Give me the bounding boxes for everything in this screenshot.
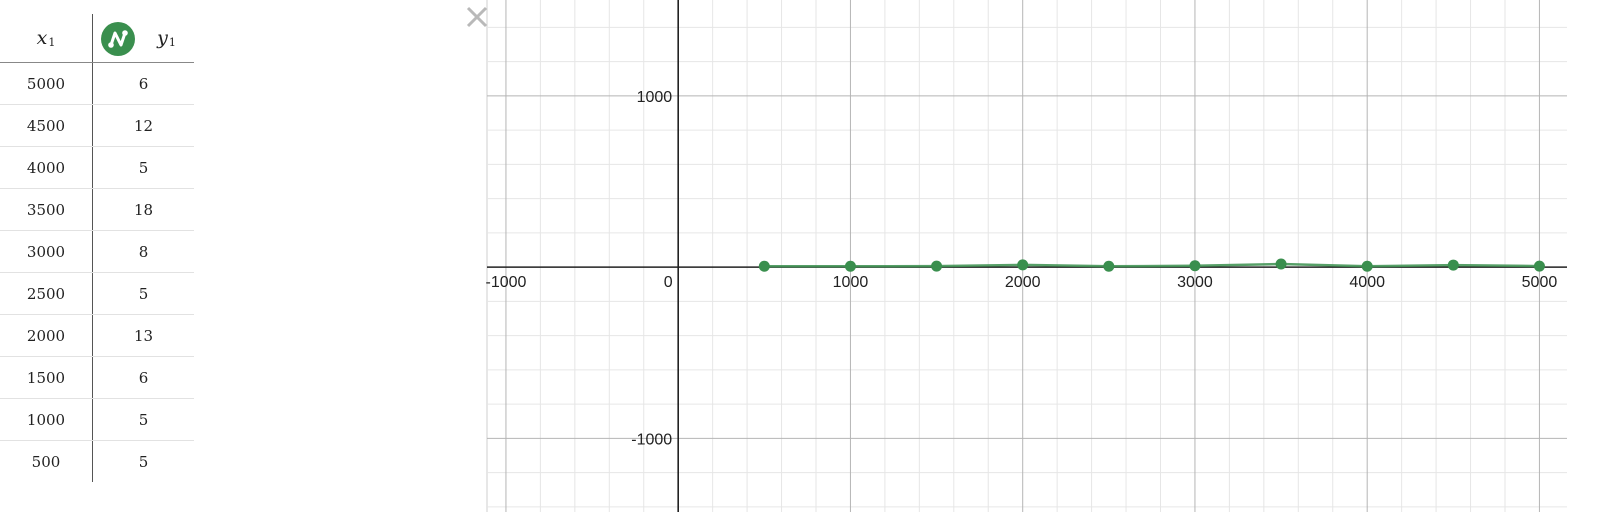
y-cell[interactable]: 5 bbox=[92, 441, 194, 482]
data-point bbox=[1362, 261, 1373, 272]
table-row: 4500 12 bbox=[0, 105, 194, 147]
table-row: 4000 5 bbox=[0, 147, 194, 189]
table-row: 1000 5 bbox=[0, 399, 194, 441]
y-cell[interactable]: 6 bbox=[92, 357, 194, 398]
data-point bbox=[759, 261, 770, 272]
close-button[interactable] bbox=[463, 3, 491, 31]
series-line bbox=[764, 264, 1539, 266]
x-cell[interactable]: 1000 bbox=[0, 399, 92, 440]
x-tick-label: 1000 bbox=[833, 274, 869, 291]
table-row: 3000 8 bbox=[0, 231, 194, 273]
table-row: 3500 18 bbox=[0, 189, 194, 231]
table-row: 1500 6 bbox=[0, 357, 194, 399]
y-cell[interactable]: 18 bbox=[92, 189, 194, 230]
x-tick-label: 3000 bbox=[1177, 274, 1213, 291]
table-row: 2000 13 bbox=[0, 315, 194, 357]
data-point bbox=[1189, 260, 1200, 271]
y-cell[interactable]: 5 bbox=[92, 147, 194, 188]
y-cell[interactable]: 13 bbox=[92, 315, 194, 356]
x-cell[interactable]: 2000 bbox=[0, 315, 92, 356]
data-point bbox=[1448, 260, 1459, 271]
x-cell[interactable]: 3000 bbox=[0, 231, 92, 272]
table-row: 2500 5 bbox=[0, 273, 194, 315]
data-point bbox=[931, 261, 942, 272]
x-tick-label: 0 bbox=[664, 274, 673, 291]
y-tick-label: 1000 bbox=[637, 89, 673, 106]
x-tick-label: 5000 bbox=[1522, 274, 1558, 291]
data-point bbox=[845, 261, 856, 272]
series-style-button[interactable] bbox=[101, 22, 135, 56]
x-tick-label: 4000 bbox=[1349, 274, 1385, 291]
x-tick-label: -1000 bbox=[485, 274, 526, 291]
scatter-lines-icon bbox=[101, 22, 135, 56]
y-cell[interactable]: 8 bbox=[92, 231, 194, 272]
y-cell[interactable]: 5 bbox=[92, 273, 194, 314]
data-point bbox=[1534, 261, 1545, 272]
x-cell[interactable]: 4500 bbox=[0, 105, 92, 146]
y-cell[interactable]: 5 bbox=[92, 399, 194, 440]
y-cell[interactable]: 6 bbox=[92, 63, 194, 104]
x-cell[interactable]: 500 bbox=[0, 441, 92, 482]
table-body: 5000 6 4500 12 4000 5 3500 18 3000 8 2500 5 2000 13 15… bbox=[0, 63, 194, 482]
x-cell[interactable]: 1500 bbox=[0, 357, 92, 398]
table-row: 5000 6 bbox=[0, 63, 194, 105]
y-cell[interactable]: 12 bbox=[92, 105, 194, 146]
data-point bbox=[1103, 261, 1114, 272]
y-tick-label: -1000 bbox=[631, 431, 672, 448]
x-cell[interactable]: 5000 bbox=[0, 63, 92, 104]
data-point bbox=[1017, 259, 1028, 270]
x-tick-label: 2000 bbox=[1005, 274, 1041, 291]
close-icon bbox=[463, 3, 491, 31]
data-point bbox=[1276, 259, 1287, 270]
x-cell[interactable]: 3500 bbox=[0, 189, 92, 230]
table-row: 500 5 bbox=[0, 441, 194, 482]
x-cell[interactable]: 4000 bbox=[0, 147, 92, 188]
x-cell[interactable]: 2500 bbox=[0, 273, 92, 314]
